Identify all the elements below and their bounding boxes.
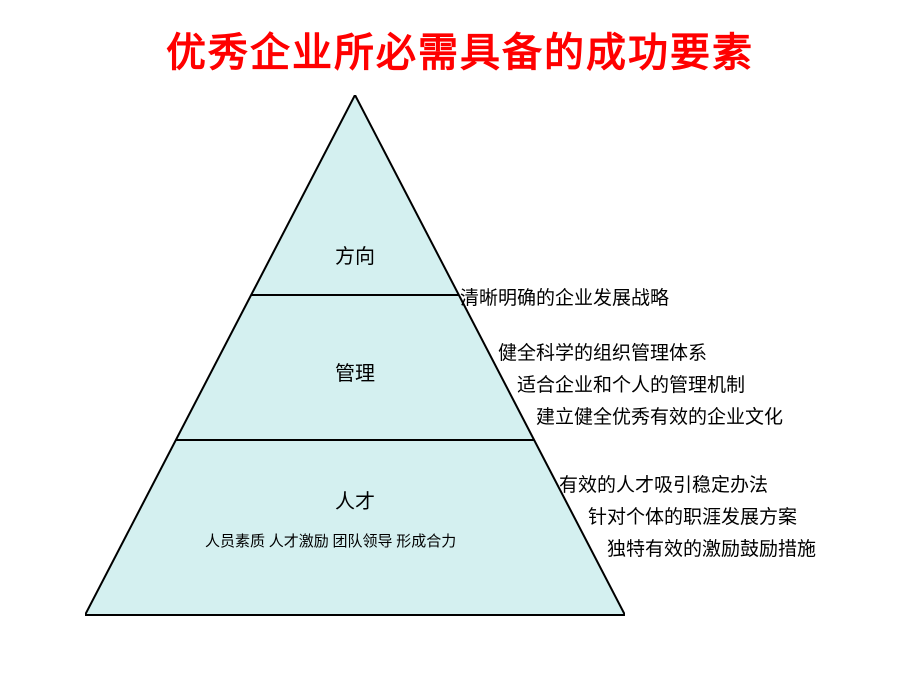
level-top-label: 方向	[335, 240, 375, 269]
description-text: 适合企业和个人的管理机制	[517, 370, 745, 397]
page-title: 优秀企业所必需具备的成功要素	[0, 20, 920, 78]
description-text: 独特有效的激励鼓励措施	[607, 534, 816, 561]
description-text: 清晰明确的企业发展战略	[460, 283, 669, 310]
level-bottom-sublabel: 人员素质 人才激励 团队领导 形成合力	[205, 530, 456, 551]
level-bottom-label: 人才	[335, 485, 375, 514]
description-text: 健全科学的组织管理体系	[498, 338, 707, 365]
description-text: 有效的人才吸引稳定办法	[559, 470, 768, 497]
description-text: 建立健全优秀有效的企业文化	[536, 402, 783, 429]
description-text: 针对个体的职涯发展方案	[588, 502, 797, 529]
level-middle-label: 管理	[335, 357, 375, 386]
